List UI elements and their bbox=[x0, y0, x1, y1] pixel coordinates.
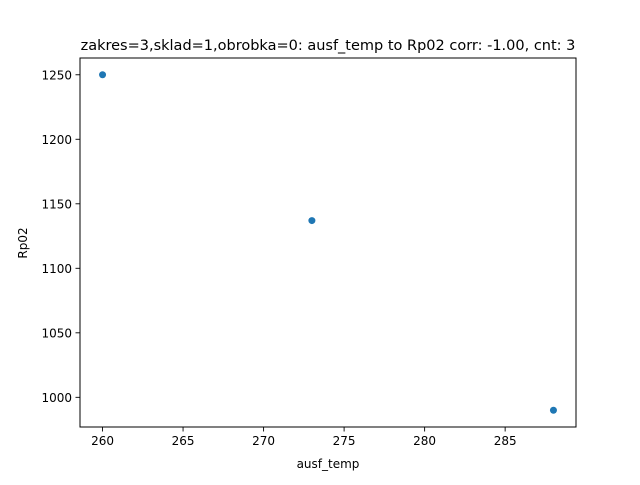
y-tick-label: 1200 bbox=[41, 133, 72, 147]
data-point bbox=[99, 71, 107, 79]
data-point bbox=[549, 406, 557, 414]
y-axis-label: Rp02 bbox=[16, 227, 30, 258]
x-tick-label: 260 bbox=[91, 434, 114, 448]
x-tick-label: 270 bbox=[252, 434, 275, 448]
y-tick-label: 1150 bbox=[41, 197, 72, 211]
y-tick-label: 1050 bbox=[41, 326, 72, 340]
axes-frame bbox=[79, 57, 577, 428]
y-tick-label: 1100 bbox=[41, 262, 72, 276]
x-axis-label: ausf_temp bbox=[297, 457, 360, 471]
y-axis-ticks: 1000 1050 1100 1150 1200 1250 bbox=[41, 68, 80, 405]
x-tick-label: 285 bbox=[494, 434, 517, 448]
data-point bbox=[308, 217, 316, 225]
plot-area: 260 265 270 275 280 285 100010501100115012001… bbox=[41, 57, 577, 448]
data-points bbox=[99, 71, 557, 414]
x-tick-label: 265 bbox=[172, 434, 195, 448]
x-axis-ticks: 260 265 270 275 280 285 bbox=[91, 427, 517, 448]
x-tick-label: 280 bbox=[413, 434, 436, 448]
chart-title: zakres=3,sklad=1,obrobka=0: ausf_temp to… bbox=[81, 38, 576, 54]
x-tick-label: 275 bbox=[333, 434, 356, 448]
y-tick-label: 1250 bbox=[41, 68, 72, 82]
y-tick-label: 1000 bbox=[41, 391, 72, 405]
